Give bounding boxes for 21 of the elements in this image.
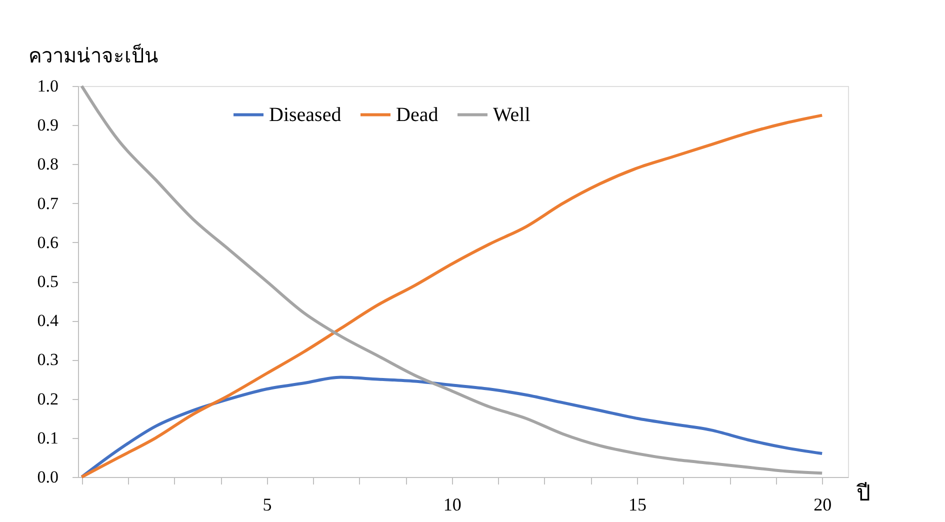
legend-label: Diseased	[269, 104, 342, 126]
y-tick-label: 0.5	[37, 272, 58, 291]
y-tick-label: 0.8	[37, 154, 58, 174]
x-tick-label: 5	[262, 494, 272, 514]
y-tick-label: 0.6	[37, 232, 58, 252]
legend-label: Dead	[396, 104, 438, 126]
y-tick-label: 0.7	[37, 194, 59, 213]
y-tick-label: 0.0	[37, 468, 58, 486]
y-tick-label: 0.2	[37, 389, 58, 408]
y-tick-label: 0.4	[37, 311, 59, 330]
x-tick-label: 15	[628, 494, 646, 514]
line-series	[80, 376, 824, 478]
y-tick-label: 1.0	[37, 76, 58, 96]
x-axis-title: ปี	[856, 480, 870, 506]
x-tick-label: 10	[443, 494, 462, 514]
y-tick-label: 0.1	[37, 428, 58, 448]
legend-label: Well	[493, 104, 531, 126]
y-tick-label: 0.9	[37, 116, 58, 135]
y-tick-label: 0.3	[37, 350, 58, 370]
x-tick-label: 20	[814, 494, 832, 514]
y-axis-title: ความน่าจะเป็น	[28, 42, 158, 68]
